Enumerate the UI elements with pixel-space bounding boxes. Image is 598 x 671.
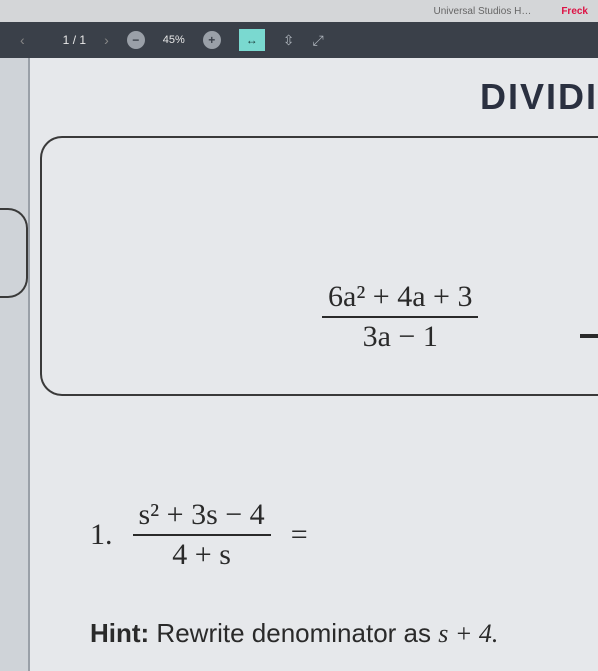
example-box: 6a² + 4a + 3 3a − 1	[40, 136, 598, 396]
fit-width-button[interactable]: ↔	[239, 29, 265, 51]
problem-number: 1.	[90, 518, 113, 552]
hint-text: Rewrite denominator as	[149, 618, 438, 648]
answer-line-icon	[580, 334, 598, 338]
next-page-icon[interactable]: ›	[104, 32, 109, 48]
example-numerator: 6a² + 4a + 3	[322, 278, 478, 316]
zoom-level[interactable]: 45%	[163, 34, 185, 46]
problem-denominator: 4 + s	[166, 536, 237, 574]
browser-tab-strip: Universal Studios H… Freck	[0, 0, 598, 22]
hint-label: Hint:	[90, 618, 149, 648]
pdf-page: DIVIDI 6a² + 4a + 3 3a − 1 1. s² + 3s − …	[28, 58, 598, 671]
page-title: DIVIDI	[480, 76, 598, 118]
zoom-out-button[interactable]: −	[127, 31, 145, 49]
equals-sign: =	[291, 518, 308, 552]
hint-expression: s + 4.	[438, 619, 498, 648]
problem-numerator: s² + 3s − 4	[133, 496, 271, 534]
problem-1: 1. s² + 3s − 4 4 + s =	[90, 496, 308, 574]
example-fraction: 6a² + 4a + 3 3a − 1	[322, 278, 478, 356]
zoom-in-button[interactable]: +	[203, 31, 221, 49]
page-indicator: 1 / 1	[63, 33, 86, 47]
page-separator: /	[73, 33, 76, 47]
document-viewport: DIVIDI 6a² + 4a + 3 3a − 1 1. s² + 3s − …	[0, 58, 598, 671]
browser-tab-universal[interactable]: Universal Studios H…	[434, 6, 532, 17]
example-denominator: 3a − 1	[357, 318, 444, 356]
fit-height-icon[interactable]: ⇳	[283, 32, 295, 49]
side-tab-decoration	[0, 208, 28, 298]
problem-fraction: s² + 3s − 4 4 + s	[133, 496, 271, 574]
fullscreen-icon[interactable]: ⤢	[313, 32, 324, 49]
prev-page-icon[interactable]: ‹	[20, 32, 25, 48]
pdf-toolbar: ‹ 1 / 1 › − 45% + ↔ ⇳ ⤢	[0, 22, 598, 58]
browser-tab-freck[interactable]: Freck	[561, 6, 588, 17]
hint-line: Hint: Rewrite denominator as s + 4.	[90, 618, 498, 649]
page-current: 1	[63, 33, 70, 47]
page-total: 1	[79, 33, 86, 47]
